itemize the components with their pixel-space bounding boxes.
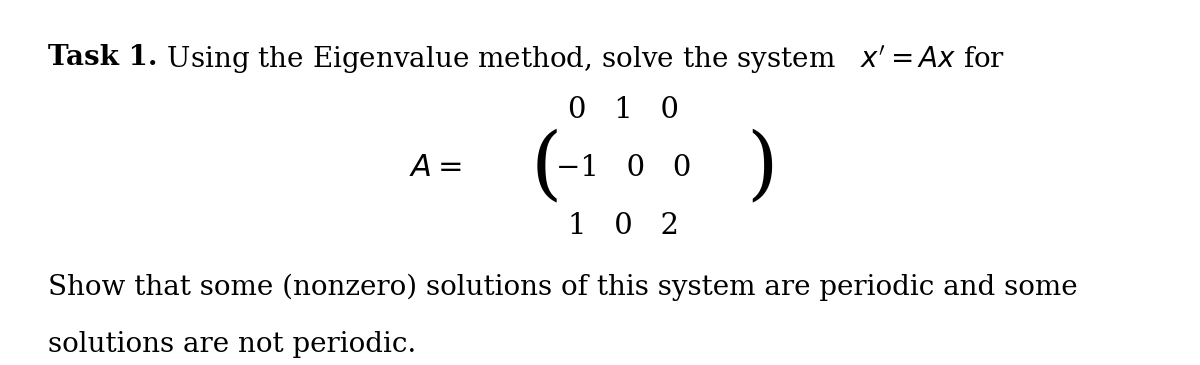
Text: (: ( xyxy=(530,129,562,207)
Text: 0   1   0: 0 1 0 xyxy=(569,96,679,123)
Text: solutions are not periodic.: solutions are not periodic. xyxy=(48,331,416,358)
Text: Show that some (nonzero) solutions of this system are periodic and some: Show that some (nonzero) solutions of th… xyxy=(48,274,1078,301)
Text: ): ) xyxy=(746,129,778,207)
Text: 1   0   2: 1 0 2 xyxy=(569,212,679,240)
Text: Task 1.: Task 1. xyxy=(48,44,157,71)
Text: $A =$: $A =$ xyxy=(409,153,462,183)
Text: −1   0   0: −1 0 0 xyxy=(557,154,691,182)
Text: Using the Eigenvalue method, solve the system   $x' = Ax$ for: Using the Eigenvalue method, solve the s… xyxy=(158,44,1006,77)
